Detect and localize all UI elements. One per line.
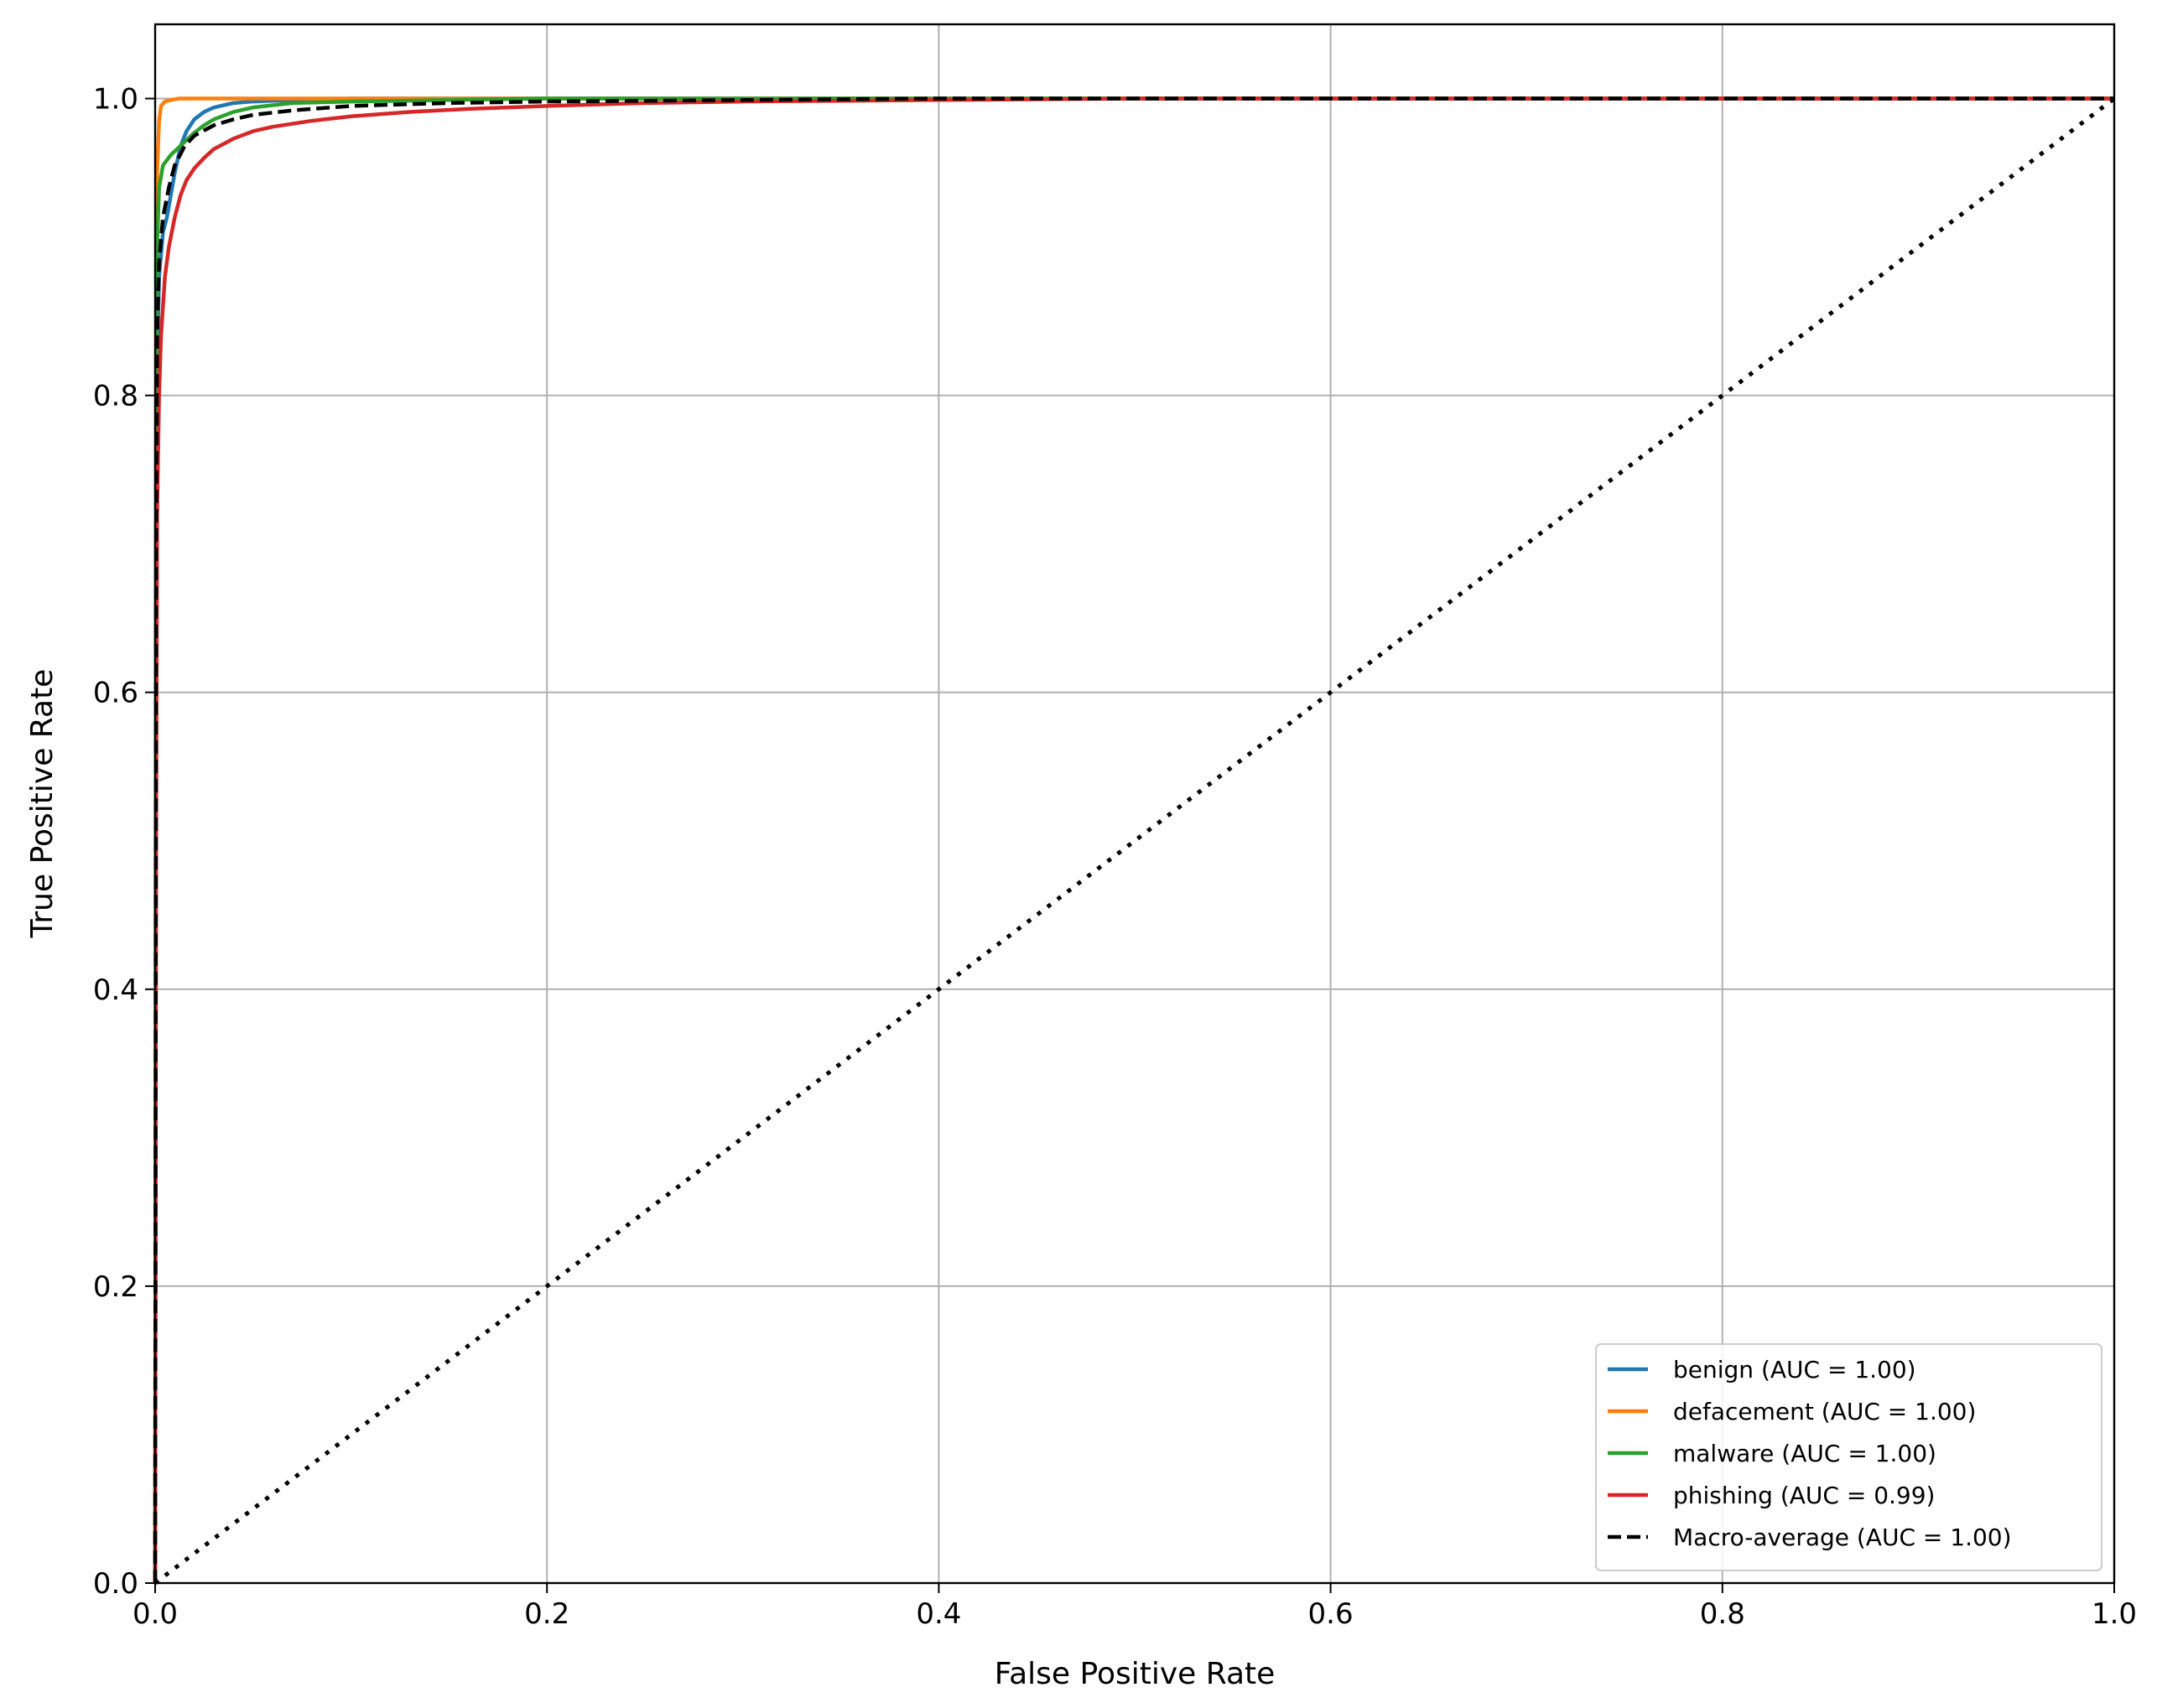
x-tick-label: 0.8 bbox=[1700, 1597, 1745, 1631]
x-tick-label: 0.0 bbox=[133, 1597, 178, 1631]
y-tick-label: 0.4 bbox=[93, 973, 138, 1007]
legend-label: defacement (AUC = 1.00) bbox=[1673, 1398, 1976, 1425]
legend-label: Macro-average (AUC = 1.00) bbox=[1673, 1524, 2012, 1551]
legend-label: phishing (AUC = 0.99) bbox=[1673, 1482, 1935, 1509]
y-tick-label: 0.8 bbox=[93, 380, 138, 413]
y-tick-label: 0.0 bbox=[93, 1567, 138, 1601]
x-tick-label: 0.6 bbox=[1308, 1597, 1354, 1631]
x-tick-label: 0.2 bbox=[524, 1597, 569, 1631]
x-tick-label: 0.4 bbox=[916, 1597, 961, 1631]
y-tick-label: 0.6 bbox=[93, 677, 138, 710]
x-axis-label: False Positive Rate bbox=[995, 1657, 1276, 1691]
legend-label: malware (AUC = 1.00) bbox=[1673, 1440, 1936, 1467]
y-tick-label: 0.2 bbox=[93, 1270, 138, 1304]
legend-label: benign (AUC = 1.00) bbox=[1673, 1356, 1916, 1384]
y-axis-label: True Positive Rate bbox=[25, 669, 60, 939]
y-tick-label: 1.0 bbox=[93, 83, 138, 117]
x-tick-label: 1.0 bbox=[2092, 1597, 2137, 1631]
legend: benign (AUC = 1.00) defacement (AUC = 1.0… bbox=[1596, 1344, 2102, 1570]
